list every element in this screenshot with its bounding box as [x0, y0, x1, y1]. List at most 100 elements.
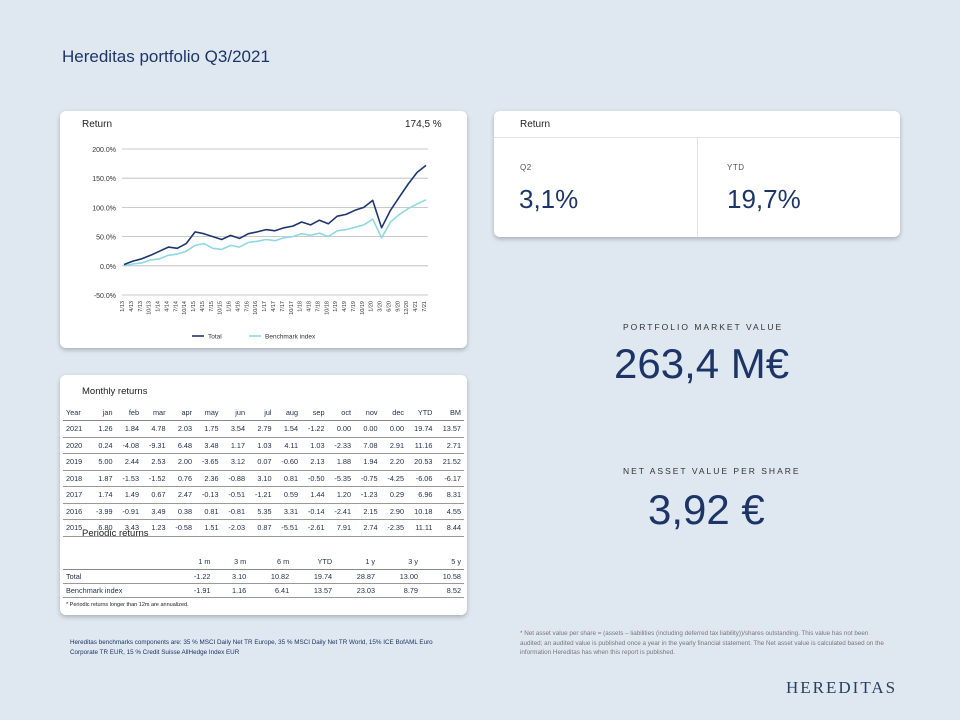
nav-per-share-value: 3,92 € [648, 486, 765, 533]
benchmark-note: Hereditas benchmarks components are: 35 … [70, 639, 433, 656]
q2-label: Q2 [520, 163, 532, 172]
periodic-cell: 10.82 [249, 569, 293, 584]
monthly-header-cell: jun [221, 404, 249, 421]
monthly-cell: -5.51 [274, 519, 302, 537]
monthly-header-cell: may [195, 404, 222, 421]
monthly-cell: 11.16 [407, 437, 436, 454]
monthly-returns-card: Monthly returns Year jan feb mar apr may jun ju… [60, 375, 467, 615]
monthly-cell: -3.65 [195, 453, 222, 471]
monthly-header-cell: jan [89, 404, 116, 421]
monthly-cell: 4.11 [274, 437, 302, 454]
x-tick-label: 1/13 [120, 301, 126, 312]
monthly-cell: 3.12 [221, 453, 249, 471]
periodic-cell: 3.10 [213, 569, 250, 584]
return-kpi-header [494, 111, 900, 138]
monthly-row: 2019 5.00 2.44 2.53 2.00 -3.65 3.12 0.07 -0.60 2.… [63, 453, 464, 471]
monthly-returns-title: Monthly returns [82, 386, 148, 397]
y-tick-label: 150.0% [92, 176, 116, 183]
x-tick-label: 4/18 [307, 301, 313, 312]
monthly-cell: 2.71 [435, 437, 464, 454]
monthly-header-cell: nov [354, 404, 381, 421]
monthly-header-cell: sep [301, 404, 328, 421]
monthly-cell: 0.00 [327, 420, 355, 438]
x-tick-label: 7/21 [422, 301, 428, 312]
monthly-cell: 0.81 [274, 470, 302, 487]
monthly-cell: 2018 [63, 470, 90, 487]
monthly-header-cell: YTD [407, 404, 436, 421]
monthly-cell: 0.87 [248, 519, 275, 537]
monthly-header-cell: oct [327, 404, 355, 421]
periodic-cell: -1.22 [173, 569, 214, 584]
monthly-cell: 2.90 [380, 503, 408, 520]
periodic-row: Benchmark index -1.91 1.16 6.41 13.57 23.03 8.… [63, 583, 464, 598]
y-tick-label: -50.0% [94, 293, 116, 300]
monthly-cell: 2.74 [354, 519, 381, 537]
monthly-cell: 11.11 [407, 519, 436, 537]
monthly-cell: 2.44 [115, 453, 143, 471]
x-tick-label: 1/14 [156, 301, 162, 312]
monthly-cell: -4.08 [115, 437, 143, 454]
monthly-cell: -0.75 [354, 470, 381, 487]
return-kpi-card: Return Q2 3,1% YTD 19,7% [494, 111, 900, 237]
monthly-cell: 1.44 [301, 486, 328, 504]
monthly-row: 2021 1.26 1.84 4.78 2.03 1.75 3.54 2.79 1.54 -1.2… [63, 420, 464, 438]
periodic-header-cell: 3 m [213, 553, 250, 570]
monthly-cell: 3.10 [248, 470, 275, 487]
periodic-cell: 8.52 [420, 583, 464, 598]
monthly-cell: -1.23 [354, 486, 381, 504]
return-kpi-label: Return [520, 119, 551, 130]
monthly-cell: 2.79 [248, 420, 275, 438]
periodic-cell: 1.16 [213, 583, 250, 598]
monthly-cell: 6.96 [407, 486, 436, 504]
x-tick-label: 7/14 [173, 301, 179, 312]
portfolio-market-value-label: PORTFOLIO MARKET VALUE [623, 322, 784, 332]
monthly-cell: -0.88 [221, 470, 249, 487]
monthly-cell: 1.84 [115, 420, 143, 438]
monthly-cell: 1.75 [195, 420, 222, 438]
ytd-label: YTD [727, 163, 745, 172]
periodic-header-cell: 1 m [173, 553, 214, 570]
x-tick-label: 1/15 [191, 301, 197, 312]
monthly-cell: 4.78 [142, 420, 169, 438]
return-chart-label: Return [82, 119, 113, 130]
monthly-cell: 10.18 [407, 503, 436, 520]
monthly-cell: 0.00 [380, 420, 408, 438]
x-tick-label: 4/17 [271, 301, 277, 312]
monthly-cell: 7.91 [327, 519, 355, 537]
monthly-cell: 3.48 [195, 437, 222, 454]
monthly-cell: 0.67 [142, 486, 169, 504]
monthly-cell: 1.88 [327, 453, 355, 471]
monthly-cell: 0.07 [248, 453, 275, 471]
monthly-cell: 2.20 [380, 453, 408, 471]
monthly-cell: 2016 [63, 503, 90, 520]
x-tick-label: 10/18 [324, 301, 330, 315]
x-tick-label: 10/14 [182, 301, 188, 315]
monthly-cell: 1.87 [89, 470, 116, 487]
x-tick-label: 4/13 [129, 301, 135, 312]
monthly-header-cell: BM [435, 404, 464, 421]
monthly-cell: 2021 [63, 420, 90, 438]
x-tick-label: 4/21 [413, 301, 419, 312]
q2-value: 3,1% [519, 184, 579, 214]
y-tick-label: 50.0% [96, 235, 116, 242]
x-tick-label: 4/15 [200, 301, 206, 312]
monthly-cell: -0.58 [168, 519, 196, 537]
monthly-cell: -2.41 [327, 503, 355, 520]
monthly-cell: 5.00 [89, 453, 116, 471]
monthly-cell: 6.80 [89, 519, 116, 537]
monthly-cell: 2.53 [142, 453, 169, 471]
hereditas-logo: HEREDITAS [786, 678, 898, 697]
x-tick-label: 7/13 [138, 301, 144, 312]
monthly-row: 2016 -3.99 -0.91 3.49 0.38 0.81 -0.81 5.35 3.31-… [63, 503, 464, 520]
monthly-cell: -4.25 [380, 470, 408, 487]
periodic-returns-title: Periodic returns [82, 528, 149, 539]
monthly-row: 2017 1.74 1.49 0.67 2.47 -0.13 -0.51 -1.21 0.59 1… [63, 486, 464, 504]
monthly-cell: 1.51 [195, 519, 222, 537]
monthly-cell: 2020 [63, 437, 90, 454]
monthly-header-cell: jul [248, 404, 275, 421]
periodic-cell: 23.03 [335, 583, 379, 598]
monthly-cell: 1.20 [327, 486, 355, 504]
monthly-row: 2020 0.24 -4.08 -9.31 6.48 3.48 1.17 1.03 4.11 1.… [63, 437, 464, 454]
